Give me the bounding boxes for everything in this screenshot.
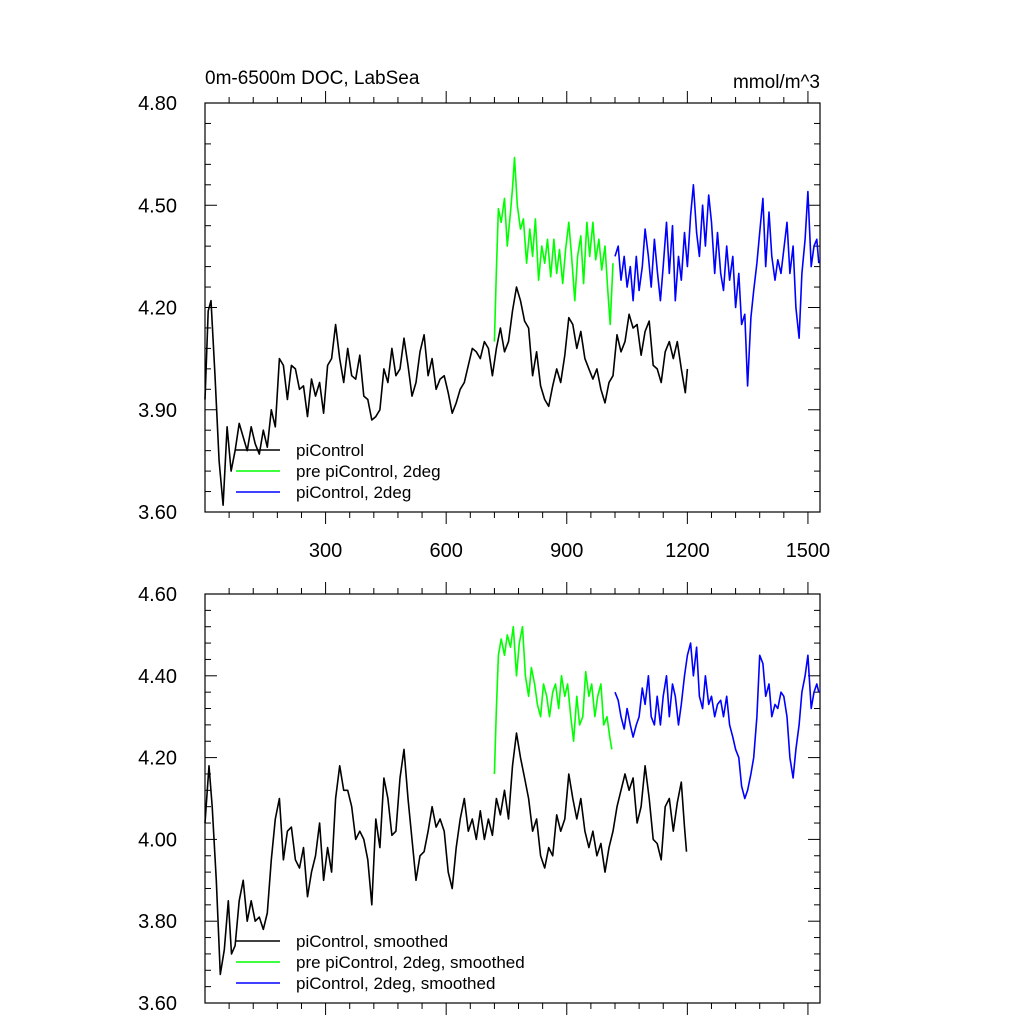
series-line-0 (204, 286, 689, 506)
x-tick-label: 1200 (665, 540, 710, 562)
legend: piControl, smoothed pre piControl, 2deg, … (236, 932, 525, 993)
legend-label: piControl, smoothed (296, 932, 448, 951)
y-tick-label: 4.20 (138, 748, 177, 770)
plot-frame (204, 593, 821, 1004)
y-tick-label: 4.20 (138, 298, 177, 320)
y-tick-label: 4.80 (138, 93, 177, 115)
y-tick-label: 4.50 (138, 195, 177, 217)
y-tick-label: 3.80 (138, 911, 177, 933)
y-tick-label: 4.60 (138, 584, 177, 606)
y-tick-label: 4.40 (138, 666, 177, 688)
series-line-2 (614, 184, 820, 387)
series-line-1 (493, 625, 613, 775)
series-line-1 (493, 156, 614, 342)
series-line-2 (614, 642, 820, 800)
x-tick-label: 1500 (786, 540, 831, 562)
legend-label: pre piControl, 2deg (296, 462, 441, 481)
legend-label: piControl, 2deg (296, 483, 411, 502)
y-tick-label: 3.60 (138, 502, 177, 524)
y-tick-label: 4.00 (138, 829, 177, 851)
legend-label: pre piControl, 2deg, smoothed (296, 953, 525, 972)
x-tick-label: 600 (429, 540, 462, 562)
x-tick-label: 900 (550, 540, 583, 562)
y-tick-label: 3.90 (138, 400, 177, 422)
panel-title-left: 0m-6500m DOC, LabSea (205, 68, 420, 89)
legend-label: piControl, 2deg, smoothed (296, 974, 495, 993)
legend: piControl pre piControl, 2deg piControl, 2… (236, 441, 441, 502)
panel-units-label: mmol/m^3 (733, 72, 820, 93)
panel-bottom: 3.60 3.80 4.00 4.20 4.40 4.60 piControl, smoot… (138, 582, 821, 1015)
panel-top: 0m-6500m DOC, LabSea mmol/m^3 3.60 3.90 4.… (138, 68, 830, 562)
series-line-0 (204, 732, 688, 976)
y-tick-label: 3.60 (138, 993, 177, 1015)
x-tick-label: 300 (309, 540, 342, 562)
legend-label: piControl (296, 441, 364, 460)
